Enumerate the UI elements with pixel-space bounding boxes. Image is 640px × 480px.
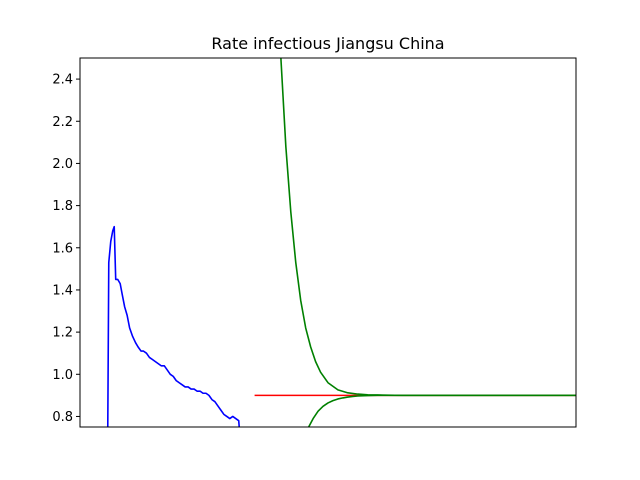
y-tick-label: 1.0 bbox=[52, 368, 73, 383]
y-tick-label: 1.4 bbox=[52, 283, 73, 298]
y-tick-label: 2.4 bbox=[52, 73, 73, 88]
plot-frame bbox=[79, 57, 577, 428]
y-tick-label: 2.0 bbox=[52, 157, 73, 172]
series-layer bbox=[106, 58, 576, 427]
y-tick-label: 0.8 bbox=[52, 410, 73, 425]
chart-title: Rate infectious Jiangsu China bbox=[211, 34, 444, 53]
y-tick-label: 1.6 bbox=[52, 241, 73, 256]
y-tick-label: 2.2 bbox=[52, 115, 73, 130]
y-axis: 0.8 1.0 1.2 1.4 1.6 1.8 2.0 2.2 2.4 bbox=[52, 73, 80, 425]
series-line-4 bbox=[307, 394, 576, 427]
y-tick-label: 1.2 bbox=[52, 326, 73, 341]
series-line-1 bbox=[106, 225, 241, 427]
y-tick-label: 1.8 bbox=[52, 199, 73, 214]
